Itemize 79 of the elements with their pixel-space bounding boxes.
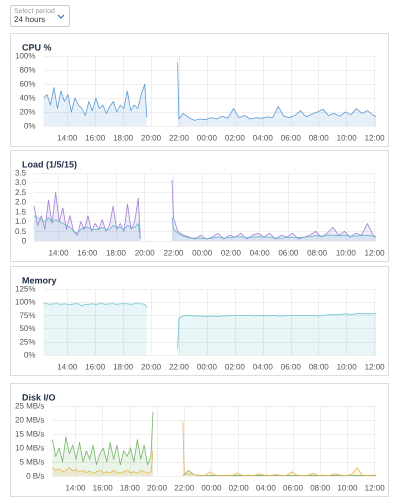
x-tick-label: 04:00 <box>250 248 270 258</box>
y-tick-label: 25 MB/s <box>15 402 44 410</box>
x-tick-label: 22:00 <box>163 248 184 258</box>
y-tick-label: 10 MB/s <box>15 444 44 452</box>
x-tick-label: 02:00 <box>220 248 242 258</box>
x-tick-label: 02:00 <box>224 362 246 372</box>
y-tick-label: 0% <box>24 350 36 360</box>
x-tick-label: 06:00 <box>280 362 302 372</box>
y-tick-label: 15 MB/s <box>15 430 44 438</box>
x-tick-label: 14:00 <box>57 362 78 372</box>
y-tick-label: 60% <box>19 80 36 88</box>
chart-title: Memory <box>22 276 57 286</box>
y-tick-label: 20 MB/s <box>15 416 44 424</box>
chart-title: Disk I/O <box>22 392 56 402</box>
x-tick-label: 12:00 <box>364 134 386 142</box>
text: 24 hours <box>14 15 46 24</box>
x-tick-label: 20:00 <box>141 134 162 142</box>
y-tick-label: 0 B/s <box>26 472 44 480</box>
x-tick-label: 12:00 <box>364 248 386 258</box>
x-tick-label: 04:00 <box>256 484 276 492</box>
y-tick-label: 75% <box>19 310 36 320</box>
x-tick-label: 02:00 <box>228 484 250 492</box>
y-tick-label: 5 MB/s <box>19 458 44 466</box>
x-tick-label: 06:00 <box>280 134 302 142</box>
x-tick-label: 00:00 <box>201 484 222 492</box>
x-tick-label: 18:00 <box>113 134 134 142</box>
x-tick-label: 14:00 <box>48 248 70 258</box>
x-tick-label: 10:00 <box>336 134 358 142</box>
x-tick-label: 18:00 <box>113 362 134 372</box>
x-tick-label: 00:00 <box>196 362 218 372</box>
x-tick-label: 12:00 <box>364 484 386 492</box>
y-tick-label: 50% <box>19 324 36 334</box>
x-tick-label: 02:00 <box>224 134 246 142</box>
y-tick-label: 3.5 <box>14 168 27 178</box>
y-tick-label: 2.5 <box>14 188 27 197</box>
x-tick-label: 08:00 <box>307 248 328 258</box>
x-tick-label: 10:00 <box>336 362 358 372</box>
x-tick-label: 22:00 <box>168 134 190 142</box>
x-tick-label: 16:00 <box>85 362 106 372</box>
x-tick-label: 18:00 <box>120 484 140 492</box>
y-tick-label: 0.5 <box>14 226 27 236</box>
y-tick-label: 2.0 <box>14 198 27 207</box>
chart-title: Load (1/5/15) <box>22 160 78 170</box>
x-tick-label: 16:00 <box>85 134 106 142</box>
x-tick-label: 20:00 <box>141 362 162 372</box>
y-tick-label: 1.5 <box>14 207 27 216</box>
x-tick-label: 18:00 <box>106 248 127 258</box>
y-tick-label: 125% <box>14 284 36 294</box>
y-tick-label: 40% <box>19 94 36 102</box>
y-tick-label: 25% <box>19 337 36 346</box>
x-tick-label: 08:00 <box>310 484 331 492</box>
x-tick-label: 16:00 <box>92 484 114 492</box>
x-tick-label: 00:00 <box>196 134 218 142</box>
x-tick-label: 22:00 <box>174 484 195 492</box>
y-tick-label: 0 <box>22 236 27 246</box>
x-tick-label: 20:00 <box>134 248 156 258</box>
y-tick-label: 100% <box>14 52 36 60</box>
y-tick-label: 1.0 <box>14 217 27 226</box>
y-tick-label: 20% <box>19 108 36 116</box>
x-tick-label: 04:00 <box>252 362 274 372</box>
y-tick-label: 80% <box>19 66 36 74</box>
x-tick-label: 14:00 <box>57 134 78 142</box>
y-tick-label: 0% <box>24 122 36 130</box>
x-tick-label: 04:00 <box>252 134 274 142</box>
x-tick-label: 08:00 <box>308 134 330 142</box>
x-tick-label: 20:00 <box>147 484 168 492</box>
y-tick-label: 3.0 <box>14 178 27 188</box>
x-tick-label: 06:00 <box>283 484 304 492</box>
x-tick-label: 00:00 <box>192 248 213 258</box>
x-tick-label: 14:00 <box>65 484 86 492</box>
x-tick-label: 06:00 <box>278 248 299 258</box>
x-tick-label: 10:00 <box>337 484 358 492</box>
x-tick-label: 08:00 <box>308 362 330 372</box>
x-tick-label: 12:00 <box>364 362 386 372</box>
y-tick-label: 100% <box>14 298 36 307</box>
chart-title: CPU % <box>22 42 52 52</box>
x-tick-label: 10:00 <box>336 248 356 258</box>
x-tick-label: 22:00 <box>168 362 190 372</box>
x-tick-label: 16:00 <box>77 248 98 258</box>
